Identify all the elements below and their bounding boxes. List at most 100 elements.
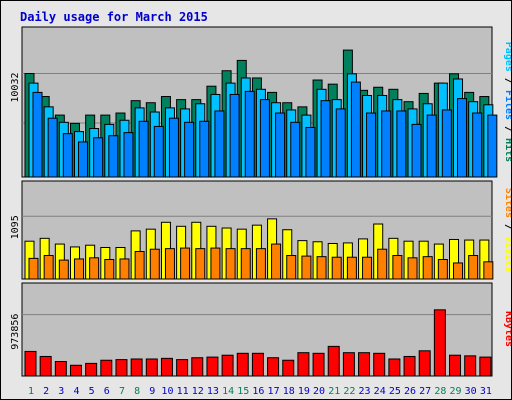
bar-sites-29 bbox=[453, 262, 464, 280]
bar-sites-31 bbox=[483, 261, 494, 280]
bar-kbytes-4 bbox=[69, 364, 82, 377]
bar-sites-12 bbox=[195, 248, 206, 280]
bar-kbytes-30 bbox=[464, 355, 477, 377]
bar-kbytes-18 bbox=[282, 359, 295, 377]
bar-files-10 bbox=[168, 117, 179, 178]
bar-files-17 bbox=[275, 112, 286, 178]
label-kbytes: KBytes bbox=[503, 311, 511, 347]
x-tick-label-2: 2 bbox=[43, 386, 49, 397]
x-tick-label-29: 29 bbox=[449, 386, 461, 397]
bar-sites-30 bbox=[468, 255, 479, 280]
bar-files-8 bbox=[138, 120, 149, 178]
bar-files-19 bbox=[305, 126, 316, 178]
bar-sites-14 bbox=[225, 248, 236, 280]
bar-sites-27 bbox=[422, 256, 433, 280]
bar-files-30 bbox=[472, 112, 483, 178]
bar-files-27 bbox=[426, 114, 437, 178]
y-tick-label: 973856 bbox=[10, 314, 21, 350]
bar-files-12 bbox=[199, 120, 210, 178]
bar-files-14 bbox=[229, 93, 240, 178]
x-tick-label-7: 7 bbox=[119, 386, 125, 397]
bar-files-23 bbox=[366, 112, 377, 178]
x-tick-label-16: 16 bbox=[252, 386, 264, 397]
bar-sites-20 bbox=[316, 256, 327, 280]
bar-sites-2 bbox=[43, 255, 54, 280]
bar-files-15 bbox=[244, 90, 255, 178]
bar-files-11 bbox=[184, 121, 195, 178]
bar-kbytes-19 bbox=[297, 352, 310, 377]
bar-kbytes-24 bbox=[373, 352, 386, 377]
bar-files-29 bbox=[457, 98, 468, 178]
x-tick-label-5: 5 bbox=[89, 386, 95, 397]
x-tick-label-17: 17 bbox=[268, 386, 280, 397]
bar-files-31 bbox=[487, 114, 498, 178]
bar-kbytes-3 bbox=[54, 361, 67, 377]
bar-sites-18 bbox=[286, 255, 297, 280]
bar-files-4 bbox=[77, 141, 88, 178]
bar-kbytes-21 bbox=[327, 345, 340, 377]
bar-kbytes-11 bbox=[176, 359, 189, 377]
bar-files-24 bbox=[381, 110, 392, 178]
bar-files-28 bbox=[441, 109, 452, 178]
bar-kbytes-9 bbox=[145, 358, 158, 377]
bar-sites-9 bbox=[149, 248, 160, 280]
x-tick-label-10: 10 bbox=[161, 386, 173, 397]
bar-sites-26 bbox=[407, 257, 418, 280]
bar-kbytes-16 bbox=[251, 352, 264, 377]
x-tick-label-27: 27 bbox=[419, 386, 431, 397]
bar-kbytes-28 bbox=[433, 309, 446, 377]
bar-kbytes-13 bbox=[206, 356, 219, 377]
bar-files-3 bbox=[62, 133, 73, 178]
bar-sites-13 bbox=[210, 247, 221, 280]
chart-title: Daily usage for March 2015 bbox=[20, 10, 208, 24]
label-separator: / bbox=[503, 120, 511, 138]
bar-files-16 bbox=[259, 99, 270, 178]
bar-files-18 bbox=[290, 121, 301, 178]
chart-panel-1: 10032 Pages / Files / Hits bbox=[10, 26, 511, 178]
bar-kbytes-2 bbox=[39, 355, 52, 377]
bar-kbytes-22 bbox=[342, 352, 355, 377]
bar-files-9 bbox=[153, 125, 164, 178]
x-tick-label-14: 14 bbox=[222, 386, 234, 397]
x-tick-label-24: 24 bbox=[374, 386, 386, 397]
bar-sites-24 bbox=[377, 248, 388, 280]
x-tick-label-9: 9 bbox=[149, 386, 155, 397]
sites-visits-label: Sites / Visits bbox=[503, 188, 511, 272]
bar-kbytes-1 bbox=[24, 350, 37, 377]
label-separator: / bbox=[503, 72, 511, 90]
bar-sites-5 bbox=[89, 257, 100, 280]
label-pages: Pages bbox=[503, 42, 511, 72]
label-sites: Sites bbox=[503, 188, 511, 218]
bar-sites-11 bbox=[180, 247, 191, 280]
x-tick-label-31: 31 bbox=[480, 386, 492, 397]
bar-sites-4 bbox=[73, 258, 84, 280]
bar-kbytes-5 bbox=[85, 362, 98, 377]
chart-panel-2: 1095 Sites / Visits bbox=[10, 180, 511, 280]
bar-kbytes-25 bbox=[388, 358, 401, 377]
label-hits: Hits bbox=[503, 138, 511, 162]
x-tick-label-28: 28 bbox=[434, 386, 446, 397]
x-tick-label-4: 4 bbox=[73, 386, 79, 397]
x-tick-label-30: 30 bbox=[465, 386, 477, 397]
label-separator: / bbox=[503, 218, 511, 236]
x-tick-label-18: 18 bbox=[283, 386, 295, 397]
x-tick-label-15: 15 bbox=[237, 386, 249, 397]
x-tick-label-21: 21 bbox=[328, 386, 340, 397]
bar-kbytes-7 bbox=[115, 359, 128, 377]
bar-kbytes-14 bbox=[221, 354, 234, 377]
y-tick-label: 10032 bbox=[10, 73, 21, 103]
bar-sites-7 bbox=[119, 258, 130, 280]
bar-kbytes-26 bbox=[403, 355, 416, 377]
bar-sites-21 bbox=[331, 256, 342, 280]
bar-kbytes-15 bbox=[236, 352, 249, 377]
bar-sites-10 bbox=[164, 248, 175, 280]
x-tick-label-12: 12 bbox=[192, 386, 204, 397]
bar-files-1 bbox=[32, 91, 43, 178]
bar-kbytes-6 bbox=[100, 359, 113, 377]
bar-kbytes-12 bbox=[191, 357, 204, 377]
y-tick-label: 1095 bbox=[10, 215, 21, 239]
bar-files-20 bbox=[320, 100, 331, 178]
x-tick-label-23: 23 bbox=[359, 386, 371, 397]
